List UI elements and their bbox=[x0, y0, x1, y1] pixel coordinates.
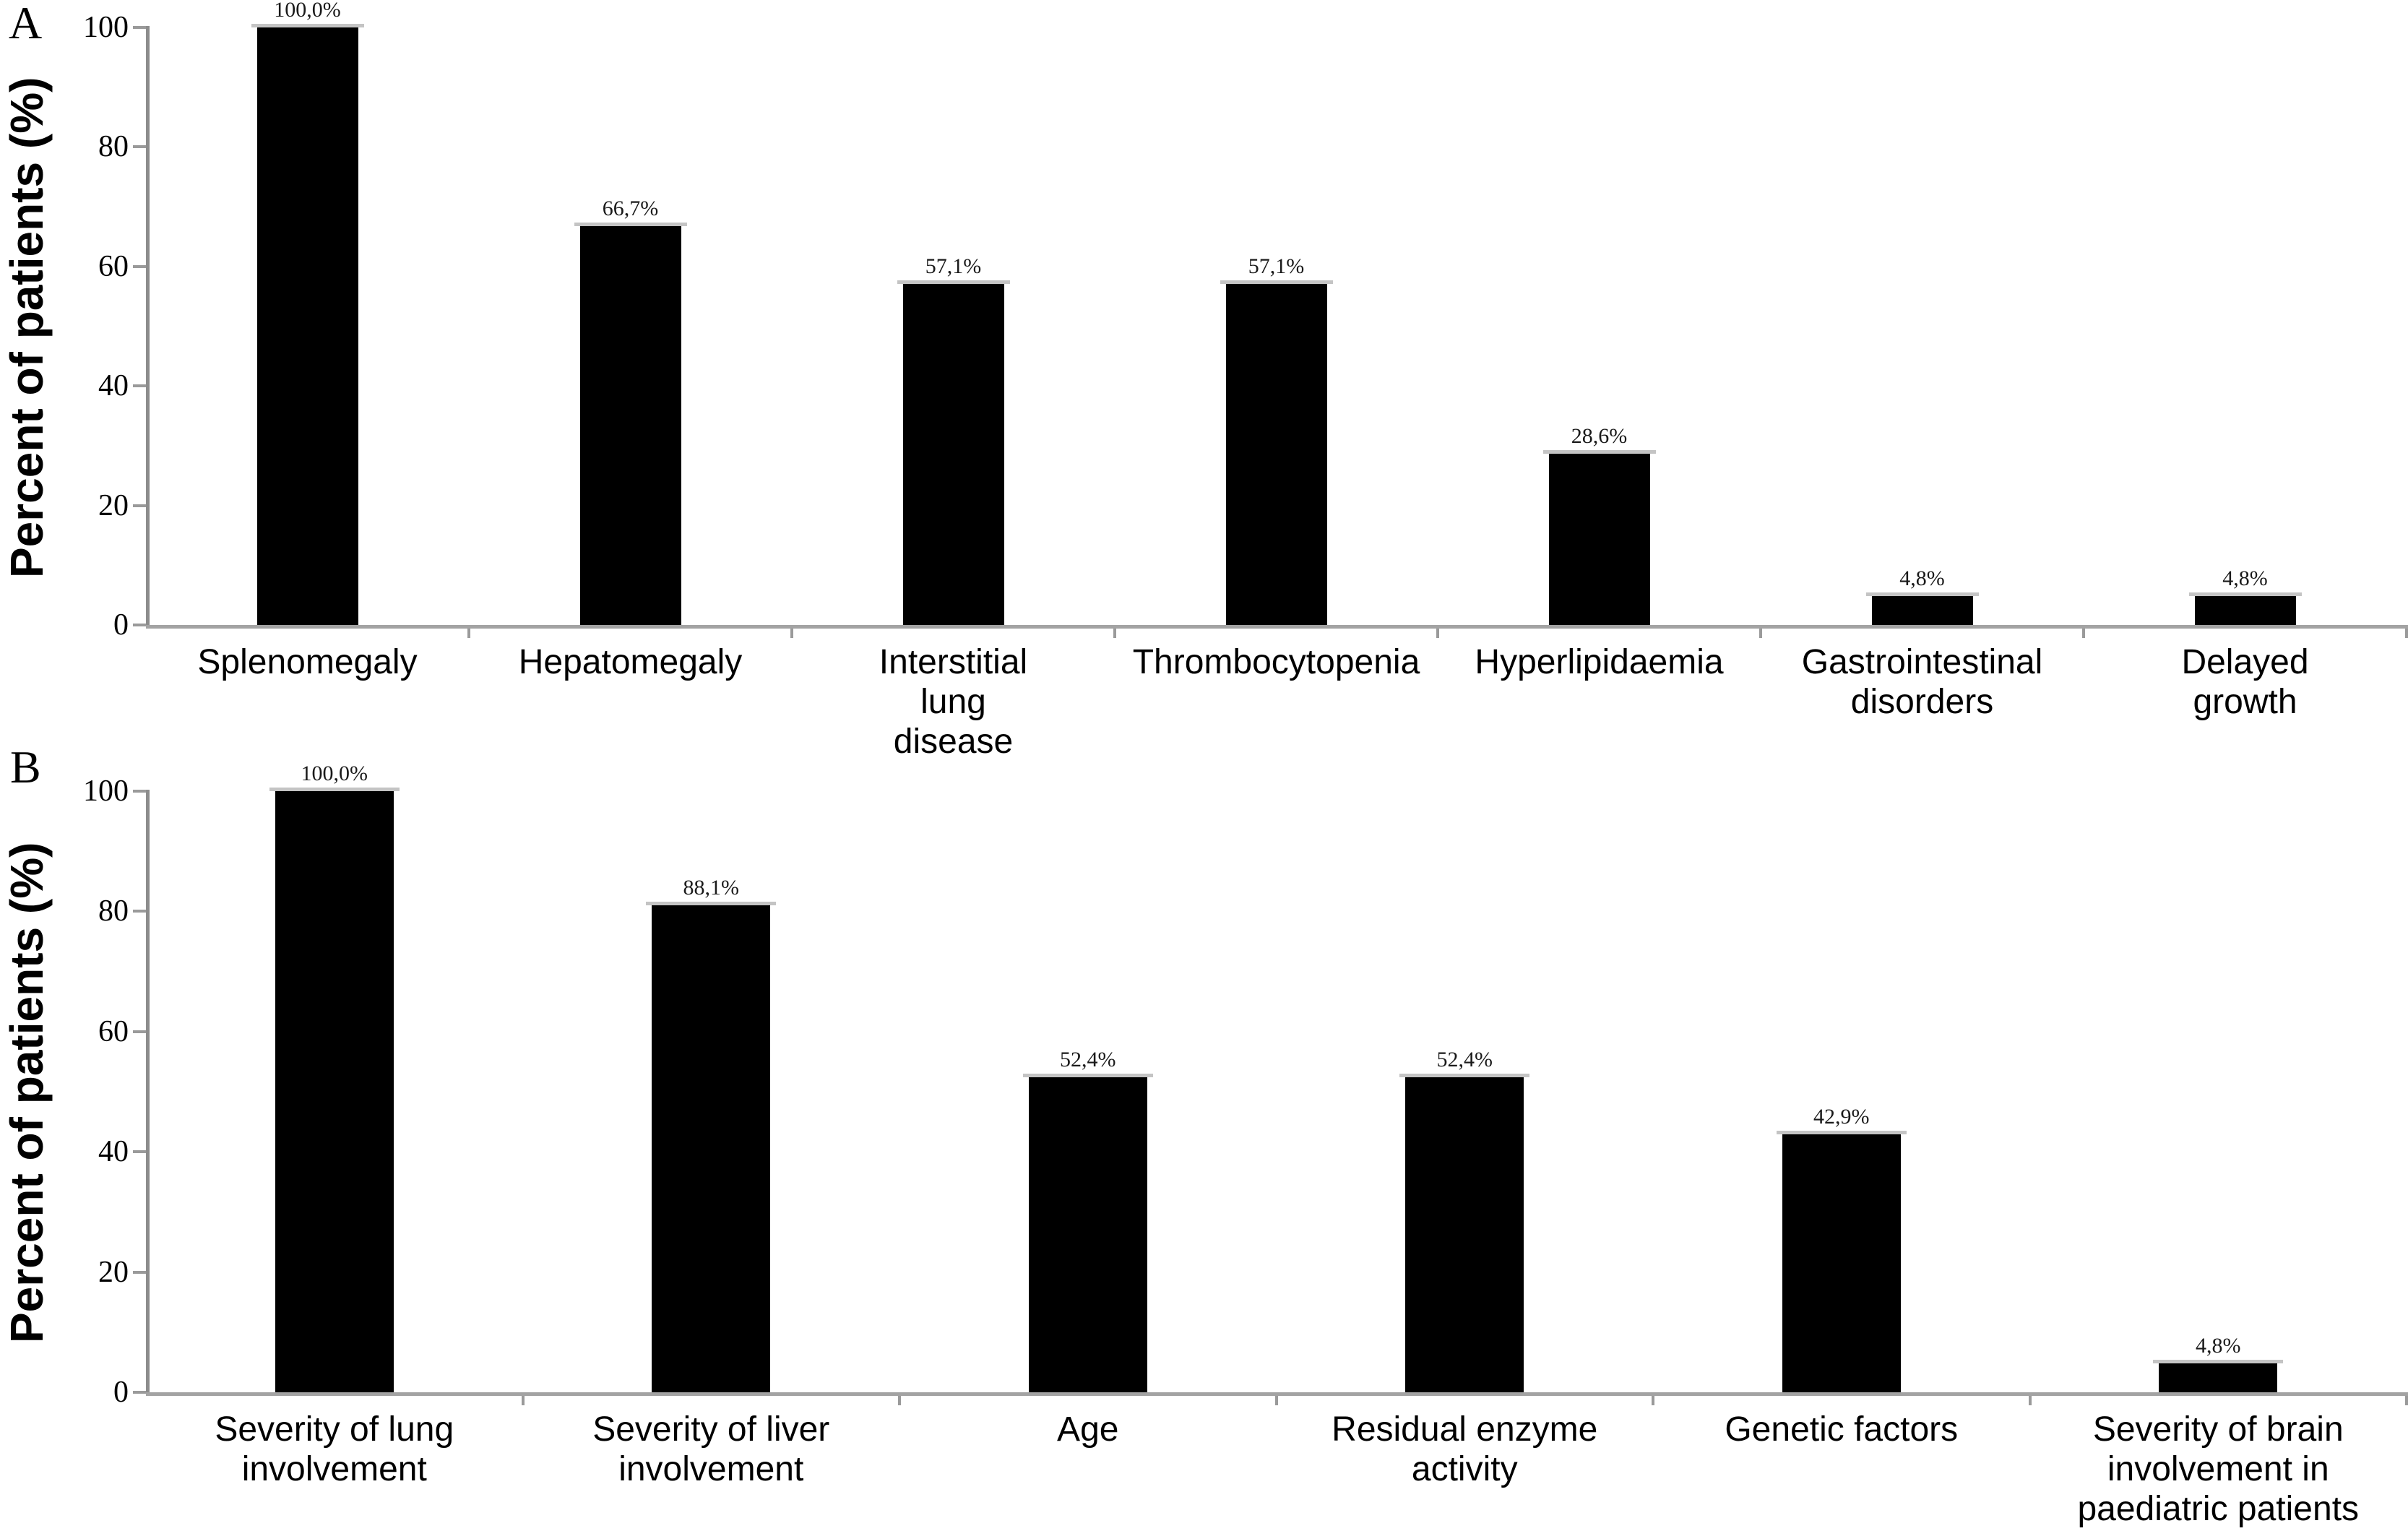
category-label: Severity of brain involvement in paediat… bbox=[2077, 1410, 2360, 1528]
category-label: Interstitial lung disease bbox=[879, 643, 1028, 761]
bar-top-cap bbox=[1542, 450, 1656, 454]
x-tick bbox=[1759, 629, 1762, 638]
x-axis-line bbox=[146, 1392, 2408, 1396]
bar-top-cap bbox=[251, 24, 364, 27]
bar bbox=[579, 226, 681, 625]
x-tick bbox=[2028, 1396, 2032, 1405]
bar-value-label: 57,1% bbox=[925, 254, 982, 278]
y-tick bbox=[133, 1391, 146, 1394]
x-tick bbox=[1436, 629, 1439, 638]
bar-top-cap bbox=[1022, 1074, 1153, 1078]
y-tick-label: 60 bbox=[98, 249, 129, 283]
x-tick bbox=[1652, 1396, 1654, 1405]
x-tick bbox=[2082, 629, 2085, 638]
y-tick bbox=[133, 790, 146, 793]
category-label: Thrombocytopenia bbox=[1132, 643, 1420, 681]
y-tick-label: 40 bbox=[98, 369, 129, 403]
bar bbox=[256, 27, 358, 625]
y-tick bbox=[133, 1270, 146, 1274]
y-tick-label: 20 bbox=[98, 1255, 129, 1289]
bar-top-cap bbox=[2188, 592, 2302, 597]
category-label: Hepatomegaly bbox=[518, 643, 743, 681]
bar bbox=[1405, 1077, 1524, 1392]
bar-top-cap bbox=[1399, 1074, 1530, 1078]
bar bbox=[652, 905, 771, 1392]
category-label: Severity of liver involvement bbox=[592, 1410, 830, 1488]
y-tick-label: 40 bbox=[98, 1135, 129, 1169]
bar-value-label: 4,8% bbox=[1899, 566, 1945, 591]
y-axis-title-b: Percent of patients (%) bbox=[1, 842, 53, 1343]
bar bbox=[1548, 454, 1650, 625]
bar-top-cap bbox=[1865, 592, 1979, 597]
x-tick bbox=[790, 629, 793, 638]
x-tick bbox=[898, 1396, 901, 1405]
x-tick bbox=[1274, 1396, 1278, 1405]
bar bbox=[2194, 596, 2296, 625]
bar-value-label: 100,0% bbox=[274, 0, 341, 22]
y-tick-label: 20 bbox=[98, 488, 129, 522]
x-tick bbox=[1113, 629, 1116, 638]
bar-top-cap bbox=[574, 223, 687, 227]
category-label: Delayed growth bbox=[2181, 643, 2309, 721]
category-label: Genetic factors bbox=[1725, 1410, 1959, 1449]
bar-value-label: 52,4% bbox=[1436, 1048, 1493, 1072]
y-tick bbox=[133, 384, 146, 388]
bar bbox=[1782, 1134, 1901, 1392]
y-tick bbox=[133, 1150, 146, 1154]
bar bbox=[275, 791, 394, 1392]
bar-top-cap bbox=[897, 280, 1010, 284]
bar-value-label: 57,1% bbox=[1248, 254, 1305, 278]
bar-value-label: 4,8% bbox=[2222, 566, 2268, 591]
bar-value-label: 52,4% bbox=[1060, 1048, 1116, 1072]
category-label: Residual enzyme activity bbox=[1332, 1410, 1598, 1488]
bar-value-label: 28,6% bbox=[1571, 424, 1628, 449]
y-tick-label: 100 bbox=[83, 775, 129, 808]
bar-value-label: 42,9% bbox=[1813, 1105, 1870, 1129]
y-tick bbox=[133, 1030, 146, 1033]
bar-top-cap bbox=[2153, 1360, 2284, 1364]
category-label: Hyperlipidaemia bbox=[1475, 643, 1724, 681]
y-tick-label: 100 bbox=[83, 11, 129, 44]
bar bbox=[1028, 1077, 1147, 1392]
y-tick-label: 0 bbox=[113, 1376, 129, 1409]
bar bbox=[1871, 596, 1973, 625]
bar-value-label: 66,7% bbox=[602, 197, 659, 221]
category-label: Severity of lung involvement bbox=[215, 1410, 454, 1488]
bar bbox=[2159, 1363, 2278, 1392]
bar-top-cap bbox=[1220, 280, 1333, 284]
y-tick-label: 60 bbox=[98, 1014, 129, 1048]
x-tick bbox=[521, 1396, 525, 1405]
y-tick bbox=[133, 264, 146, 268]
x-axis-line bbox=[146, 625, 2408, 629]
y-axis-line bbox=[146, 790, 150, 1394]
panel-letter-b: B bbox=[10, 741, 41, 793]
y-tick-label: 80 bbox=[98, 130, 129, 164]
y-tick-label: 0 bbox=[113, 608, 129, 642]
bar bbox=[1225, 283, 1327, 625]
bar-value-label: 100,0% bbox=[301, 762, 368, 785]
y-tick-label: 80 bbox=[98, 894, 129, 928]
category-label: Gastrointestinal disorders bbox=[1801, 643, 2043, 721]
x-tick bbox=[2405, 1396, 2408, 1405]
y-axis-line bbox=[146, 26, 150, 626]
y-tick bbox=[133, 26, 146, 29]
bar-value-label: 88,1% bbox=[683, 876, 740, 900]
bar-top-cap bbox=[269, 788, 400, 791]
y-tick bbox=[133, 504, 146, 507]
x-tick bbox=[2405, 629, 2408, 638]
y-tick bbox=[133, 910, 146, 913]
category-label: Splenomegaly bbox=[197, 643, 418, 681]
bar-value-label: 4,8% bbox=[2196, 1334, 2241, 1358]
y-tick bbox=[133, 624, 146, 626]
bar-top-cap bbox=[1776, 1131, 1907, 1135]
bar bbox=[902, 283, 1004, 625]
category-label: Age bbox=[1057, 1410, 1119, 1449]
x-tick bbox=[467, 629, 470, 638]
bar-top-cap bbox=[646, 902, 777, 906]
y-tick bbox=[133, 145, 146, 149]
panel-letter-a: A bbox=[9, 0, 43, 48]
